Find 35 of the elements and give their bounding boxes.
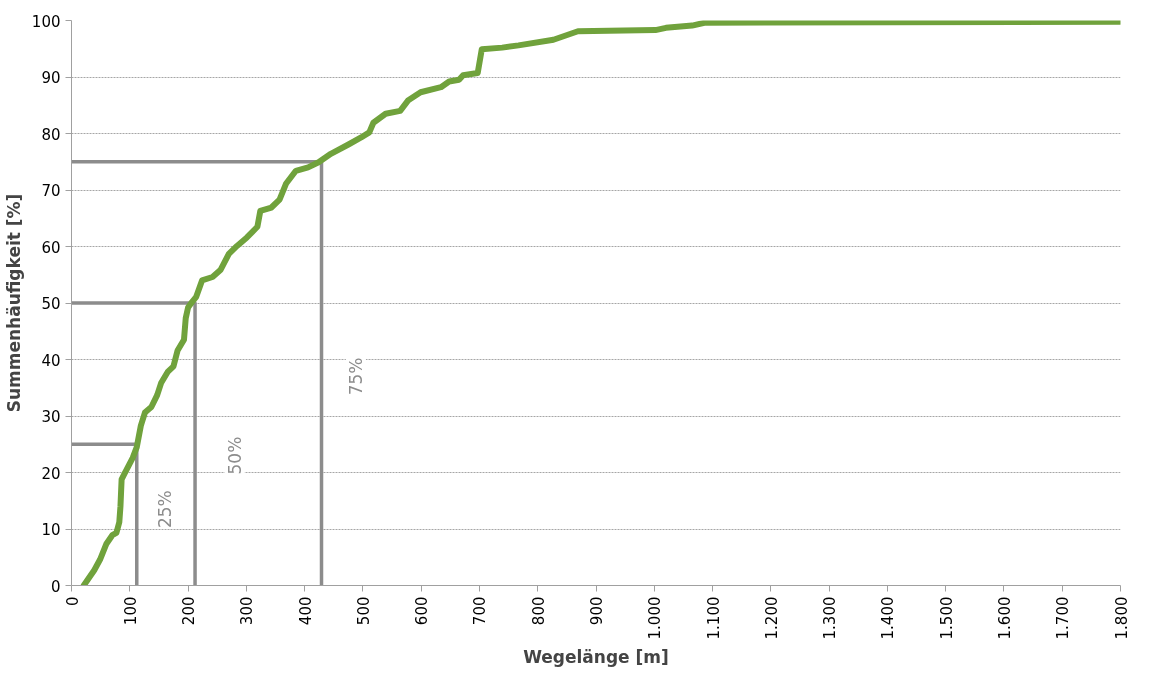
y-tick-label: 60 [41,238,61,257]
x-tick-label: 300 [238,596,257,626]
x-tick-label: 500 [354,596,373,626]
x-tick-label: 1.800 [1112,596,1131,640]
x-tick-label: 1.600 [995,596,1014,640]
x-axis-title: Wegelänge [m] [523,647,669,668]
y-tick-label: 10 [41,521,61,539]
x-tick-label: 600 [413,596,432,626]
y-tick-label: 30 [41,408,61,426]
x-tick-label: 200 [180,596,199,626]
y-axis-title: Summenhäufigkeit [%] [3,193,24,413]
x-tick-label: 1.100 [704,596,723,640]
x-tick-label: 100 [121,596,140,626]
y-tick-label: 70 [41,182,61,200]
y-tick-label: 20 [41,464,61,483]
x-tick-label: 1.400 [879,596,898,640]
y-tick-label: 0 [50,577,61,596]
x-tick-label: 400 [296,596,315,626]
x-tick-label: 1.200 [762,596,781,640]
x-tick-label: 700 [471,596,490,626]
x-tick-label: 0 [63,596,82,607]
x-tick-label: 800 [529,596,548,626]
y-tick-label: 90 [41,69,61,87]
annotation: 25% [155,490,176,529]
annotation: 50% [224,436,245,475]
y-tick-label: 100 [31,12,61,31]
y-tick-label: 50 [41,295,61,313]
x-tick-label: 1.000 [646,596,665,640]
annotation: 75% [345,357,366,396]
x-tick-label: 1.300 [821,596,840,640]
x-tick-label: 1.500 [937,596,956,640]
x-tick-label: 1.700 [1054,596,1073,640]
y-tick-label: 80 [41,125,61,144]
y-tick-label: 40 [41,351,61,370]
x-tick-label: 900 [588,596,606,626]
